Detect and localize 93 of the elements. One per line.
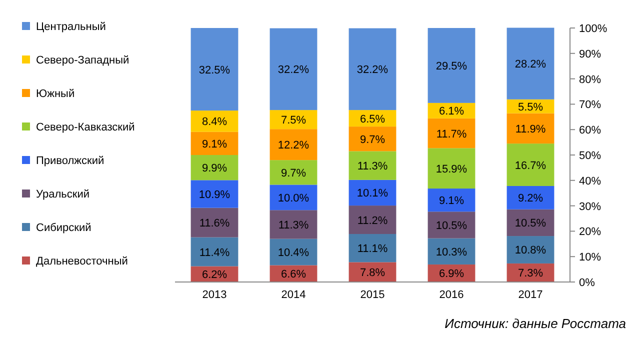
bar xyxy=(270,160,318,185)
legend-label: Сибирский xyxy=(36,222,92,234)
y-tick-label: 40% xyxy=(579,175,602,188)
data-label: 10.1% xyxy=(356,188,388,200)
x-tick-label: 2015 xyxy=(360,289,385,301)
data-label: 9.2% xyxy=(518,192,544,205)
data-label: 5.5% xyxy=(518,101,544,114)
y-tick-label: 20% xyxy=(579,226,602,238)
data-label: 7.5% xyxy=(280,114,306,127)
legend-label: Приволжский xyxy=(36,155,104,167)
bar xyxy=(506,236,554,264)
legend-label: Дальневосточный xyxy=(36,256,128,268)
bar xyxy=(190,180,238,208)
data-label: 9.9% xyxy=(202,162,228,175)
bar xyxy=(190,155,238,180)
bar xyxy=(428,148,476,189)
bar xyxy=(348,180,396,206)
data-label: 9.7% xyxy=(280,167,306,180)
bar xyxy=(428,118,476,148)
data-label: 7.8% xyxy=(360,267,386,280)
bar xyxy=(348,126,396,152)
data-label: 6.6% xyxy=(280,268,306,281)
x-tick-label: 2013 xyxy=(202,289,227,301)
data-label: 9.1% xyxy=(202,138,228,150)
x-tick-label: 2017 xyxy=(518,289,543,301)
data-label: 7.3% xyxy=(518,268,544,280)
data-label: 12.2% xyxy=(278,140,310,152)
data-label: 6.5% xyxy=(360,113,386,126)
bar xyxy=(190,132,238,155)
legend-label: Северо-Западный xyxy=(36,54,130,66)
data-label: 10.5% xyxy=(514,218,546,230)
bar xyxy=(348,206,396,234)
bar xyxy=(506,144,554,186)
data-label: 29.5% xyxy=(436,60,468,72)
bar xyxy=(506,186,554,210)
data-label: 11.9% xyxy=(515,123,546,136)
x-tick-label: 2014 xyxy=(281,289,306,301)
data-label: 10.4% xyxy=(278,247,310,260)
x-tick-label: 2016 xyxy=(439,289,464,301)
data-label: 28.2% xyxy=(514,58,546,71)
data-label: 9.7% xyxy=(360,134,386,146)
data-label: 32.2% xyxy=(278,64,310,76)
bar xyxy=(270,129,318,160)
data-label: 11.7% xyxy=(436,128,467,140)
bar xyxy=(190,208,238,238)
data-label: 10.8% xyxy=(514,244,546,257)
legend-label: Уральский xyxy=(36,188,90,200)
legend-label: Северо-Кавказский xyxy=(36,122,135,134)
y-tick-label: 60% xyxy=(579,124,602,137)
data-label: 16.7% xyxy=(514,160,546,172)
y-tick-label: 100% xyxy=(579,23,608,35)
bar xyxy=(428,212,476,238)
data-label: 9.1% xyxy=(438,195,464,208)
y-tick-label: 90% xyxy=(579,48,602,60)
data-label: 10.3% xyxy=(436,246,468,258)
y-tick-label: 80% xyxy=(579,74,602,86)
y-tick-label: 10% xyxy=(579,252,602,264)
data-label: 11.3% xyxy=(357,160,388,173)
data-label: 11.3% xyxy=(278,219,309,232)
data-label: 10.0% xyxy=(278,192,310,204)
legend-label: Южный xyxy=(36,88,75,100)
legend-label: Центральный xyxy=(36,21,106,33)
data-label: 6.2% xyxy=(202,269,228,282)
data-label: 6.9% xyxy=(438,268,464,280)
data-label: 10.9% xyxy=(198,188,230,201)
bar xyxy=(348,151,396,180)
bar xyxy=(348,234,396,262)
data-label: 11.1% xyxy=(357,243,388,256)
data-label: 10.5% xyxy=(436,220,468,232)
bar xyxy=(506,28,554,100)
y-tick-label: 70% xyxy=(579,99,602,112)
data-label: 32.2% xyxy=(356,64,388,76)
bar xyxy=(428,188,476,212)
y-tick-label: 0% xyxy=(579,277,596,289)
bar xyxy=(190,237,238,266)
data-label: 15.9% xyxy=(436,163,468,176)
data-label: 11.4% xyxy=(199,246,230,259)
bar xyxy=(190,110,238,132)
bar xyxy=(506,113,554,144)
data-label: 32.5% xyxy=(198,64,230,76)
data-label: 8.4% xyxy=(202,116,228,128)
y-tick-label: 50% xyxy=(579,150,602,162)
data-label: 6.1% xyxy=(438,106,464,118)
data-label: 11.2% xyxy=(357,214,388,227)
text: Источник: данные Росстата xyxy=(444,316,626,331)
data-label: 11.6% xyxy=(199,218,230,230)
bar xyxy=(348,28,396,110)
y-tick-label: 30% xyxy=(579,200,602,213)
bar xyxy=(428,28,476,103)
bar xyxy=(270,184,318,210)
bar xyxy=(270,210,318,239)
bar xyxy=(190,28,238,111)
bar xyxy=(270,28,318,110)
